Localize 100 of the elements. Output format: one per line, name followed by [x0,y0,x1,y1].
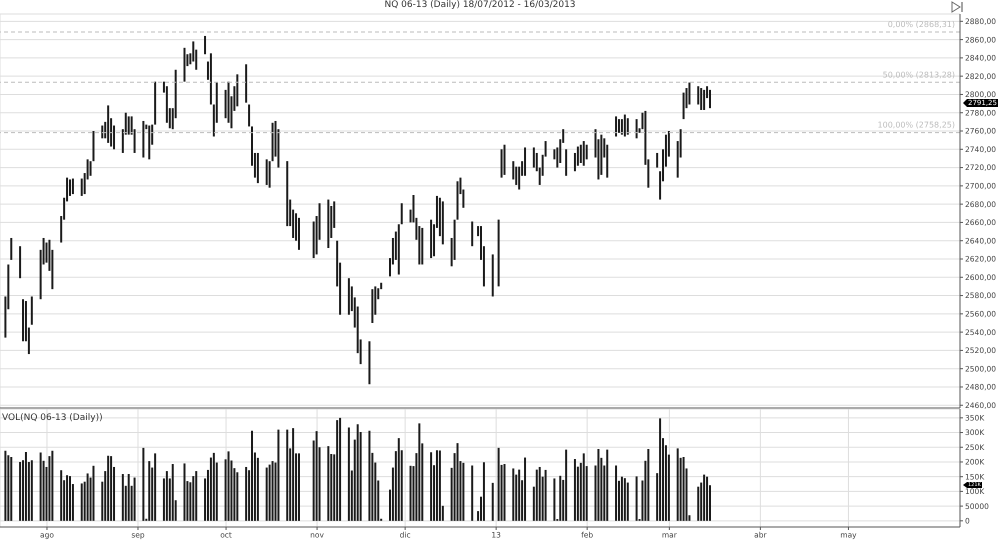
bar [286,430,288,521]
bar [398,224,400,275]
bar [436,450,438,521]
bar [688,82,690,104]
bar [400,203,403,224]
bar [66,475,68,521]
bar [615,116,618,136]
bar [251,430,254,521]
bar [471,222,474,246]
bar [277,430,280,521]
bar [268,161,271,188]
bar [553,478,556,521]
bar [154,82,156,125]
bar [101,126,104,138]
bar [582,141,585,166]
bar [700,88,702,110]
bar [348,278,350,315]
bar [456,443,459,521]
bar [538,466,541,521]
bar [195,471,198,521]
bar [438,450,441,521]
bar [245,64,248,103]
bar [524,458,526,521]
bar [430,220,432,258]
bar [245,466,248,521]
bar [565,450,568,521]
bar [128,474,130,521]
bar [266,159,268,185]
bar [410,466,412,521]
bar [430,452,432,521]
bar [518,470,520,521]
bar [212,452,215,521]
bar [339,418,342,521]
bar [68,476,71,521]
bar [624,478,626,521]
bar [348,428,350,521]
bar [580,144,582,164]
bar [706,476,708,521]
bar [703,90,706,110]
bar [618,119,620,133]
bar [134,478,136,521]
ref-line-label: 50,00% (2813,28) [882,70,955,80]
bar [597,449,600,521]
bar [482,462,485,521]
bar [647,449,650,521]
bar [72,178,74,194]
bar [10,238,12,260]
bar [30,296,33,325]
bar [107,105,110,143]
bar [210,53,212,104]
bar [676,448,679,521]
bar [19,462,22,521]
bar [60,470,62,521]
bar [90,161,92,176]
bar [368,341,370,384]
bar [148,126,150,160]
bar [624,114,626,136]
bar [659,418,662,521]
bar [4,450,6,521]
bar [268,464,271,521]
ref-line-label: 0,00% (2868,31) [888,20,955,29]
bar [615,466,618,521]
bar [559,476,562,521]
bar [92,131,94,162]
bar [371,289,374,323]
bar [110,456,112,521]
bar [492,254,494,296]
bar [228,451,230,521]
bar [236,472,238,521]
bar [532,147,535,168]
bar [166,471,168,521]
bar [471,466,474,521]
chart-title: VOL(NQ 06-13 (Daily)) [2,413,103,423]
bar [536,470,538,521]
bar [574,459,576,521]
bar [498,448,500,521]
bar [286,161,288,226]
bar [172,464,174,521]
bar [703,474,706,521]
bar [636,476,638,521]
bar [142,448,144,521]
bar [107,456,110,521]
bar [697,486,700,521]
bar [24,452,27,521]
bar [492,482,494,521]
bar [272,461,274,521]
bar [636,119,638,138]
bar [92,466,94,521]
bar [183,48,186,82]
bar [122,474,124,521]
bar [266,468,268,521]
bar [204,36,206,54]
bar [606,450,608,521]
bar [298,218,300,250]
bar [10,456,12,521]
bar [456,181,459,220]
bar [398,438,400,521]
bar [503,144,506,175]
bar [248,104,250,126]
bar [142,120,144,158]
